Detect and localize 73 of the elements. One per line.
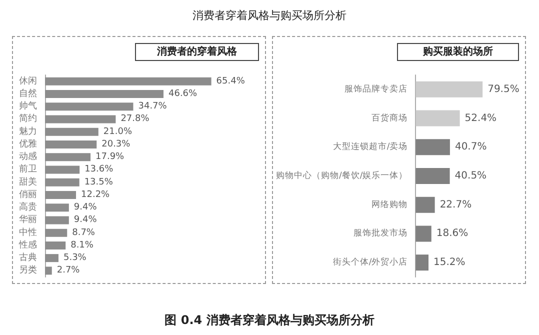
y-tick-label: 魅力	[19, 126, 37, 137]
data-label: 8.1%	[70, 240, 94, 250]
y-tick-label: 购物中心（购物/餐饮/娱乐一体）	[276, 170, 408, 181]
data-label: 40.7%	[454, 142, 487, 153]
y-tick-label: 帅气	[19, 100, 37, 112]
bar	[416, 168, 450, 184]
y-tick-label: 高贵	[19, 202, 37, 213]
data-label: 5.3%	[63, 253, 87, 264]
bar	[45, 128, 98, 136]
bar	[45, 216, 69, 224]
bar	[45, 266, 52, 275]
bar	[45, 254, 58, 262]
bar	[45, 190, 76, 199]
data-label: 65.4%	[216, 76, 246, 86]
data-label: 22.7%	[440, 199, 472, 210]
data-label: 9.4%	[74, 215, 98, 226]
bar	[45, 166, 80, 174]
bar	[416, 81, 483, 98]
y-tick-label: 前卫	[19, 164, 37, 175]
bar	[45, 77, 212, 86]
bar	[45, 115, 116, 124]
caption: 图 0.4 消费者穿着风格与购买场所分析	[164, 312, 376, 329]
y-tick-label: 自然	[19, 88, 37, 99]
data-label: 8.7%	[72, 228, 96, 238]
y-tick-label: 另类	[19, 264, 37, 276]
bar	[45, 228, 68, 237]
data-label: 20.3%	[102, 139, 131, 150]
data-label: 21.0%	[103, 126, 132, 137]
bar	[416, 226, 432, 242]
bar	[45, 102, 134, 111]
data-label: 46.6%	[168, 88, 198, 99]
y-tick-label: 甜美	[19, 176, 37, 188]
bar	[416, 110, 460, 126]
data-label: 79.5%	[488, 84, 520, 95]
data-label: 12.2%	[81, 190, 110, 200]
bar	[416, 139, 450, 156]
y-tick-label: 网络购物	[372, 198, 408, 210]
bar	[45, 140, 97, 148]
y-tick-label: 俏丽	[19, 188, 37, 200]
data-label: 17.9%	[96, 152, 125, 162]
text: 消费者穿着风格与购买场所分析	[192, 8, 348, 23]
y-tick-label: 动感	[19, 151, 37, 162]
chart-title: 消费者的穿着风格	[156, 46, 238, 58]
y-tick-label: 服饰品牌专卖店	[344, 83, 408, 94]
y-tick-label: 优雅	[19, 138, 37, 150]
y-tick-label: 性感	[18, 239, 37, 250]
y-tick-label: 古典	[19, 252, 37, 264]
bar	[45, 90, 164, 98]
y-tick-label: 服饰批发市场	[354, 228, 408, 239]
y-tick-label: 华丽	[19, 214, 37, 226]
y-tick-label: 休闲	[19, 75, 37, 86]
bar	[416, 196, 435, 213]
data-label: 9.4%	[74, 202, 98, 213]
bar	[416, 254, 429, 271]
data-label: 15.2%	[434, 257, 466, 268]
y-tick-label: 中性	[19, 226, 37, 238]
bar	[45, 178, 80, 186]
y-tick-label: 简约	[19, 113, 37, 124]
data-label: 27.8%	[120, 114, 150, 124]
data-label: 52.4%	[464, 112, 497, 124]
data-label: 13.6%	[84, 164, 114, 175]
data-label: 2.7%	[56, 266, 80, 276]
data-label: 18.6%	[436, 228, 468, 240]
bar	[45, 241, 66, 250]
bar	[45, 153, 91, 162]
y-tick-label: 街头个体/外贸小店	[332, 256, 408, 268]
data-label: 34.7%	[138, 102, 168, 112]
bar	[45, 204, 69, 212]
data-label: 13.5%	[84, 177, 114, 188]
y-tick-label: 大型连锁超市/卖场	[332, 141, 408, 152]
chart-title: 购买服装的场所	[422, 46, 493, 58]
data-label: 40.5%	[454, 170, 487, 182]
y-tick-label: 百货商场	[372, 112, 408, 124]
